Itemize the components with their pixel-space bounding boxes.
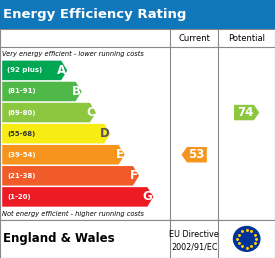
Text: A: A — [57, 64, 66, 77]
Text: Energy Efficiency Rating: Energy Efficiency Rating — [3, 8, 187, 21]
Text: Very energy efficient - lower running costs: Very energy efficient - lower running co… — [2, 51, 144, 57]
Text: (81-91): (81-91) — [7, 88, 36, 94]
Text: Not energy efficient - higher running costs: Not energy efficient - higher running co… — [2, 211, 144, 217]
Circle shape — [233, 227, 260, 251]
Polygon shape — [2, 124, 110, 143]
Text: 53: 53 — [188, 148, 204, 161]
Text: B: B — [72, 85, 81, 98]
Polygon shape — [182, 147, 207, 163]
Text: (92 plus): (92 plus) — [7, 67, 42, 73]
Text: G: G — [142, 190, 152, 203]
Polygon shape — [2, 82, 82, 101]
Text: (1-20): (1-20) — [7, 194, 31, 200]
Text: C: C — [86, 106, 95, 119]
Polygon shape — [2, 166, 139, 186]
Text: F: F — [130, 169, 138, 182]
Text: England & Wales: England & Wales — [3, 232, 114, 245]
Text: Current: Current — [178, 34, 210, 43]
Text: 74: 74 — [237, 106, 253, 119]
Polygon shape — [2, 145, 125, 165]
Bar — [0, 29, 275, 220]
Text: D: D — [100, 127, 109, 140]
Polygon shape — [2, 61, 67, 80]
Text: (39-54): (39-54) — [7, 152, 36, 158]
Bar — [0, 220, 275, 258]
Polygon shape — [2, 187, 153, 207]
Polygon shape — [234, 105, 259, 120]
Text: (69-80): (69-80) — [7, 110, 36, 116]
Text: 2002/91/EC: 2002/91/EC — [171, 242, 218, 251]
Text: (21-38): (21-38) — [7, 173, 36, 179]
Text: Potential: Potential — [228, 34, 265, 43]
Text: EU Directive: EU Directive — [169, 230, 219, 239]
Bar — [0, 0, 275, 29]
Polygon shape — [2, 103, 96, 122]
Text: E: E — [116, 148, 123, 161]
Text: (55-68): (55-68) — [7, 131, 35, 137]
